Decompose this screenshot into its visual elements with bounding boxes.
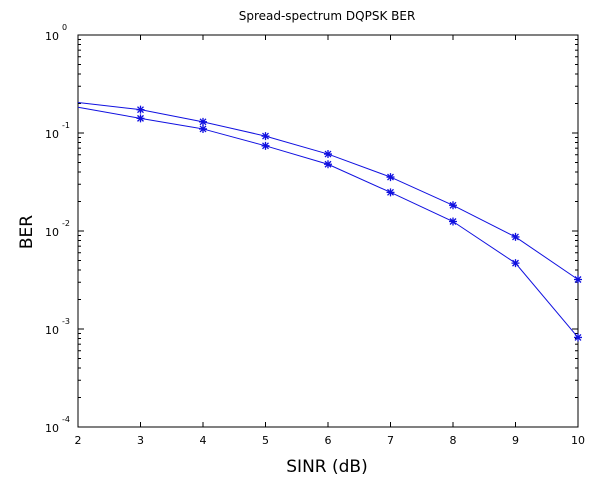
data-point-marker bbox=[261, 132, 270, 141]
data-point-marker bbox=[574, 275, 582, 284]
y-axis-label: BER bbox=[17, 215, 37, 249]
series-layer bbox=[77, 101, 582, 342]
data-point-marker bbox=[511, 259, 520, 268]
data-point-marker bbox=[261, 141, 270, 150]
y-tick-exponent: -3 bbox=[62, 317, 70, 326]
x-tick-label: 8 bbox=[450, 434, 457, 447]
data-point-marker bbox=[449, 201, 457, 210]
data-point-marker bbox=[136, 114, 145, 123]
data-point-marker bbox=[199, 124, 207, 133]
y-tick-exponent: -1 bbox=[62, 121, 70, 130]
x-tick-label: 9 bbox=[512, 434, 519, 447]
series-line-2 bbox=[77, 106, 579, 338]
data-point-marker bbox=[324, 150, 332, 159]
x-axis-label: SINR (dB) bbox=[286, 457, 367, 477]
x-tick-label: 10 bbox=[571, 434, 585, 447]
x-tick-label: 4 bbox=[200, 434, 207, 447]
y-tick-label: 10 bbox=[45, 128, 59, 141]
x-tick-label: 2 bbox=[75, 434, 82, 447]
chart-title: Spread-spectrum DQPSK BER bbox=[239, 9, 416, 23]
data-point-marker bbox=[386, 173, 395, 182]
data-point-marker bbox=[511, 232, 520, 241]
x-tick-label: 6 bbox=[325, 434, 332, 447]
x-tick-label: 7 bbox=[387, 434, 394, 447]
y-tick-label: 10 bbox=[45, 324, 59, 337]
y-tick-label: 10 bbox=[45, 226, 59, 239]
data-point-marker bbox=[136, 105, 145, 114]
data-point-marker bbox=[199, 117, 207, 126]
data-point-marker bbox=[574, 333, 582, 342]
data-point-marker bbox=[324, 160, 332, 169]
series-line-1 bbox=[77, 101, 579, 280]
y-tick-label: 10 bbox=[45, 30, 59, 43]
y-tick-exponent: 0 bbox=[62, 23, 67, 32]
y-tick-exponent: -4 bbox=[62, 415, 70, 424]
x-axis-ticks: 2 3 4 5 6 7 8 9 10 bbox=[75, 35, 585, 447]
x-tick-label: 5 bbox=[262, 434, 269, 447]
y-tick-label: 10 bbox=[45, 422, 59, 435]
data-point-marker bbox=[449, 217, 457, 226]
y-tick-exponent: -2 bbox=[62, 219, 70, 228]
data-point-marker bbox=[386, 188, 395, 197]
x-tick-label: 3 bbox=[137, 434, 144, 447]
